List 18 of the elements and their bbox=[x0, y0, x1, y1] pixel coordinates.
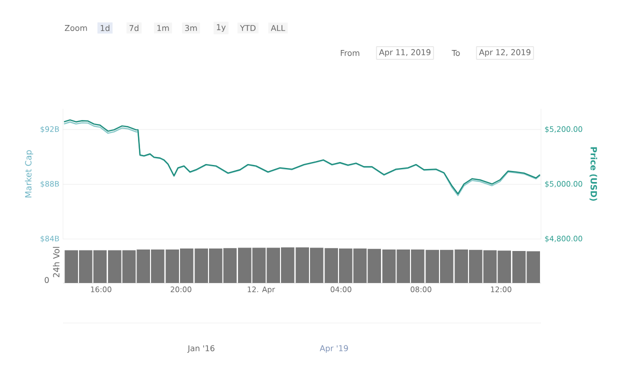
text: 0 bbox=[44, 276, 49, 284]
text: 1d bbox=[100, 24, 110, 32]
text: YTD bbox=[240, 25, 256, 31]
text: To bbox=[452, 50, 460, 56]
text: 7d bbox=[130, 24, 138, 32]
y-axis-title: 24h Vol bbox=[52, 246, 60, 278]
text: 3m bbox=[185, 24, 197, 32]
text: 1y bbox=[216, 24, 226, 32]
text: Apr '19 bbox=[320, 345, 348, 353]
y-axis-title: Market Cap bbox=[24, 150, 34, 198]
text: ALL bbox=[270, 25, 286, 31]
text: Zoom bbox=[64, 25, 87, 31]
text: 1m bbox=[157, 25, 169, 31]
text: Apr 12, 2019 bbox=[479, 49, 530, 57]
text: From bbox=[340, 50, 360, 56]
text: Jan '16 bbox=[187, 345, 214, 353]
text: Apr 11, 2019 bbox=[379, 49, 430, 57]
y2-axis-title: Price (USD) bbox=[590, 147, 598, 201]
